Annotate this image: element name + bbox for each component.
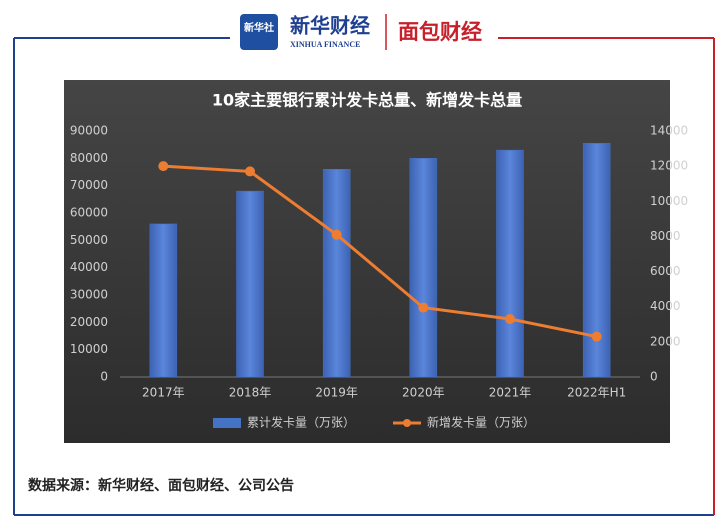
line-point bbox=[418, 302, 429, 313]
y-tick-label: 10000 bbox=[70, 342, 108, 356]
source: 数据来源：新华财经、面包财经、公司公告 bbox=[28, 477, 294, 494]
y-tick-label: 70000 bbox=[70, 178, 108, 192]
partner: 面包财经 bbox=[398, 20, 482, 44]
x-tick-label: 2019年 bbox=[315, 386, 358, 400]
y-tick-label: 60000 bbox=[70, 206, 108, 220]
line-point bbox=[591, 331, 602, 342]
bar bbox=[582, 143, 611, 378]
brand-en: XINHUA FINANCE bbox=[290, 40, 360, 49]
y-tick-label: 30000 bbox=[70, 288, 108, 302]
y2-tick-label: 10000 bbox=[650, 194, 688, 208]
x-tick-label: 2018年 bbox=[229, 386, 272, 400]
y2-tick-label: 2000 bbox=[650, 334, 681, 348]
legend-swatch bbox=[403, 419, 411, 427]
brand: 新华财经 bbox=[290, 14, 370, 38]
bar bbox=[496, 149, 524, 378]
y2-tick-label: 6000 bbox=[650, 264, 681, 278]
line bbox=[163, 164, 597, 339]
line-point bbox=[245, 166, 255, 177]
chart-title: 10家主要银行累计发卡总量、新增发卡总量 bbox=[212, 91, 522, 110]
line-point bbox=[158, 161, 169, 172]
bar bbox=[322, 169, 351, 378]
x-tick-label: 2017年 bbox=[142, 386, 185, 400]
y-tick-label: 20000 bbox=[70, 315, 108, 329]
bar bbox=[409, 158, 438, 378]
y2-tick-label: 8000 bbox=[650, 229, 681, 243]
y2-tick-label: 4000 bbox=[650, 299, 681, 313]
bar bbox=[236, 190, 264, 378]
legend-label: 累计发卡量（万张） bbox=[247, 415, 355, 430]
legend-swatch bbox=[213, 418, 241, 428]
line-point bbox=[505, 314, 515, 325]
y2-tick-label: 0 bbox=[650, 370, 658, 384]
x-tick-label: 2021年 bbox=[489, 386, 532, 400]
y2-tick-label: 14000 bbox=[650, 124, 688, 138]
y-tick-label: 90000 bbox=[70, 124, 108, 138]
legend-label: 新增发卡量（万张） bbox=[427, 415, 535, 430]
y-tick-label: 40000 bbox=[70, 260, 108, 274]
y2-tick-label: 12000 bbox=[650, 159, 688, 173]
y-tick-label: 80000 bbox=[70, 151, 108, 165]
x-tick-label: 2020年 bbox=[402, 386, 445, 400]
logo-icon bbox=[240, 14, 278, 50]
x-tick-label: 2022年H1 bbox=[567, 386, 626, 400]
y-tick-label: 0 bbox=[100, 370, 108, 384]
bar bbox=[149, 223, 178, 378]
line-point bbox=[331, 229, 342, 240]
y-tick-label: 50000 bbox=[70, 233, 108, 247]
logo-icon-text: 新华社 bbox=[244, 21, 274, 34]
